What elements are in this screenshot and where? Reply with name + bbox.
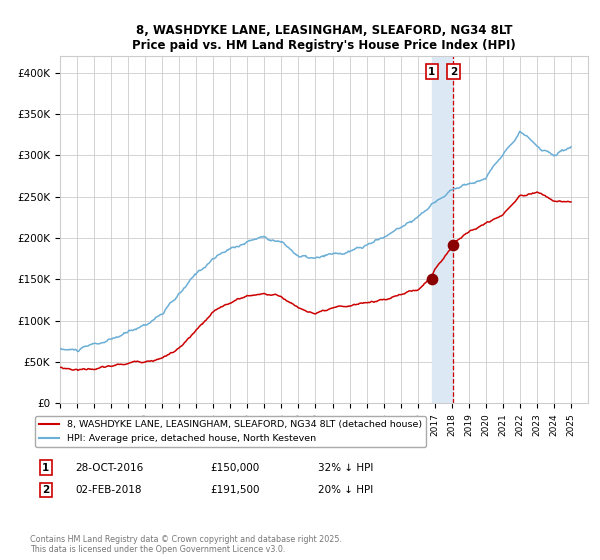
Text: 2: 2 xyxy=(449,67,457,77)
Text: 1: 1 xyxy=(428,67,436,77)
Text: 32% ↓ HPI: 32% ↓ HPI xyxy=(318,463,373,473)
Text: 28-OCT-2016: 28-OCT-2016 xyxy=(75,463,143,473)
Point xyxy=(448,240,458,249)
Text: Contains HM Land Registry data © Crown copyright and database right 2025.
This d: Contains HM Land Registry data © Crown c… xyxy=(30,535,342,554)
Legend: 8, WASHDYKE LANE, LEASINGHAM, SLEAFORD, NG34 8LT (detached house), HPI: Average : 8, WASHDYKE LANE, LEASINGHAM, SLEAFORD, … xyxy=(35,416,426,447)
Text: 1: 1 xyxy=(42,463,49,473)
Title: 8, WASHDYKE LANE, LEASINGHAM, SLEAFORD, NG34 8LT
Price paid vs. HM Land Registry: 8, WASHDYKE LANE, LEASINGHAM, SLEAFORD, … xyxy=(132,24,516,52)
Text: 02-FEB-2018: 02-FEB-2018 xyxy=(75,485,142,495)
Point xyxy=(427,275,437,284)
Text: 20% ↓ HPI: 20% ↓ HPI xyxy=(318,485,373,495)
Text: £191,500: £191,500 xyxy=(210,485,260,495)
Bar xyxy=(432,56,453,403)
Text: 2: 2 xyxy=(42,485,49,495)
Text: £150,000: £150,000 xyxy=(210,463,259,473)
